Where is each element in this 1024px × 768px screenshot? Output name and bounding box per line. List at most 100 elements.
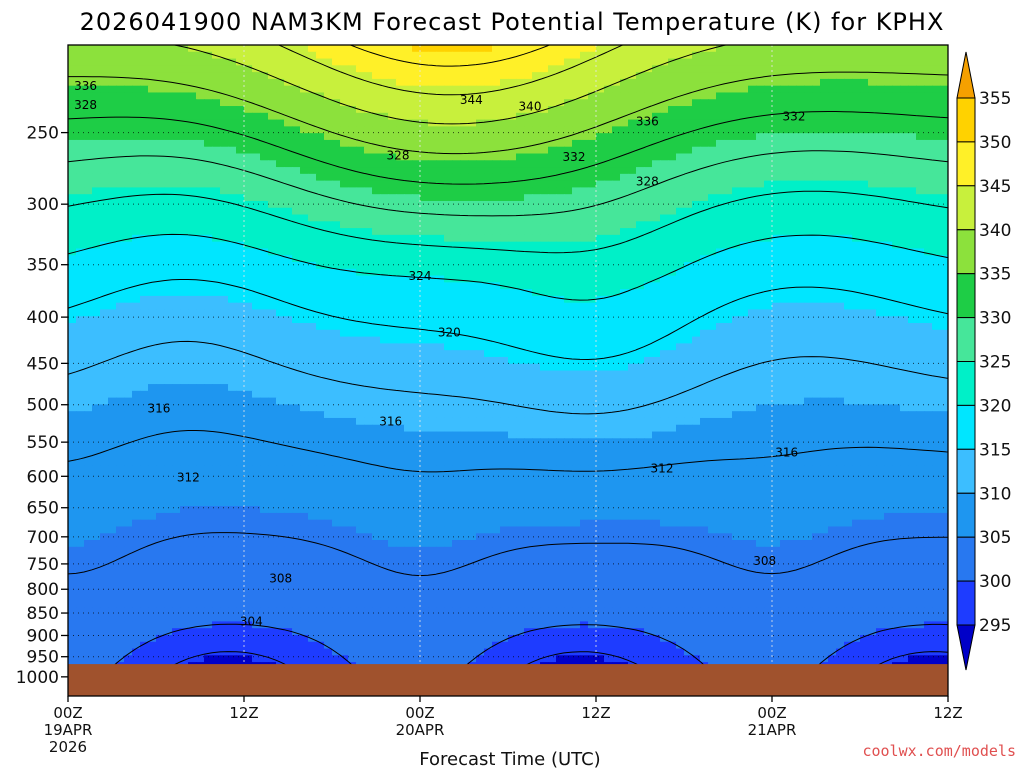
field-cell: [492, 146, 501, 155]
field-cell: [796, 248, 805, 256]
field-cell: [308, 160, 317, 168]
field-cell: [460, 295, 469, 304]
field-cell: [196, 248, 205, 256]
field-cell: [940, 329, 948, 338]
field-cell: [340, 289, 349, 297]
field-cell: [612, 194, 621, 202]
field-cell: [460, 323, 469, 331]
field-cell: [172, 112, 181, 121]
field-cell: [180, 221, 189, 229]
field-cell: [308, 262, 317, 270]
field-cell: [172, 295, 181, 304]
field-cell: [204, 214, 213, 222]
field-cell: [348, 329, 357, 338]
field-cell: [324, 323, 333, 331]
field-cell: [524, 187, 533, 195]
field-cell: [716, 282, 725, 290]
field-cell: [692, 72, 701, 80]
field-cell: [868, 295, 877, 304]
field-cell: [204, 180, 213, 188]
field-cell: [636, 167, 645, 175]
field-cell: [660, 119, 669, 127]
field-cell: [660, 323, 669, 331]
field-cell: [700, 221, 709, 229]
field-cell: [524, 58, 533, 66]
field-cell: [884, 329, 893, 338]
field-cell: [804, 45, 813, 53]
field-cell: [148, 187, 157, 195]
field-cell: [412, 302, 421, 311]
field-cell: [636, 316, 645, 324]
field-cell: [844, 289, 853, 297]
field-cell: [268, 282, 277, 290]
field-cell: [188, 167, 197, 175]
field-cell: [380, 85, 389, 94]
field-cell: [684, 329, 693, 338]
field-cell: [812, 112, 821, 121]
field-cell: [476, 106, 485, 114]
field-cell: [764, 78, 773, 87]
field-cell: [340, 146, 349, 155]
field-cell: [260, 295, 269, 304]
field-cell: [244, 180, 253, 188]
field-cell: [268, 295, 277, 304]
field-cell: [588, 282, 597, 290]
field-cell: [124, 262, 133, 270]
field-cell: [540, 316, 549, 324]
field-cell: [612, 316, 621, 324]
field-cell: [244, 255, 253, 263]
field-cell: [540, 133, 549, 141]
field-cell: [636, 295, 645, 304]
field-cell: [828, 119, 837, 127]
field-cell: [460, 200, 469, 209]
field-cell: [236, 275, 245, 283]
field-cell: [388, 214, 397, 222]
field-cell: [540, 234, 549, 243]
field-cell: [388, 309, 397, 317]
field-cell: [812, 207, 821, 216]
field-cell: [212, 45, 221, 53]
field-cell: [268, 228, 277, 236]
field-cell: [588, 268, 597, 277]
field-cell: [596, 72, 605, 80]
field-cell: [556, 139, 565, 148]
field-cell: [780, 262, 789, 270]
field-cell: [756, 207, 765, 216]
field-cell: [804, 234, 813, 243]
field-cell: [748, 302, 757, 311]
field-cell: [884, 323, 893, 331]
field-cell: [844, 329, 853, 338]
field-cell: [932, 167, 941, 175]
field-cell: [524, 139, 533, 148]
field-cell: [100, 214, 109, 222]
field-cell: [484, 72, 493, 80]
field-cell: [500, 72, 509, 80]
field-cell: [124, 112, 133, 121]
field-cell: [84, 173, 93, 182]
field-cell: [916, 173, 925, 182]
field-cell: [476, 58, 485, 66]
field-cell: [748, 173, 757, 182]
field-cell: [412, 255, 421, 263]
field-cell: [580, 241, 589, 250]
field-cell: [612, 228, 621, 236]
field-cell: [684, 72, 693, 80]
field-cell: [844, 187, 853, 195]
field-cell: [140, 221, 149, 229]
field-cell: [164, 133, 173, 141]
field-cell: [604, 268, 613, 277]
field-cell: [484, 167, 493, 175]
field-cell: [68, 139, 77, 148]
field-cell: [380, 65, 389, 73]
field-cell: [444, 241, 453, 250]
field-cell: [236, 316, 245, 324]
field-cell: [604, 112, 613, 121]
field-cell: [172, 133, 181, 141]
field-cell: [92, 214, 101, 222]
field-cell: [132, 126, 141, 134]
field-cell: [820, 45, 829, 53]
field-cell: [172, 99, 181, 107]
field-cell: [268, 302, 277, 311]
field-cell: [292, 173, 301, 182]
field-cell: [580, 323, 589, 331]
